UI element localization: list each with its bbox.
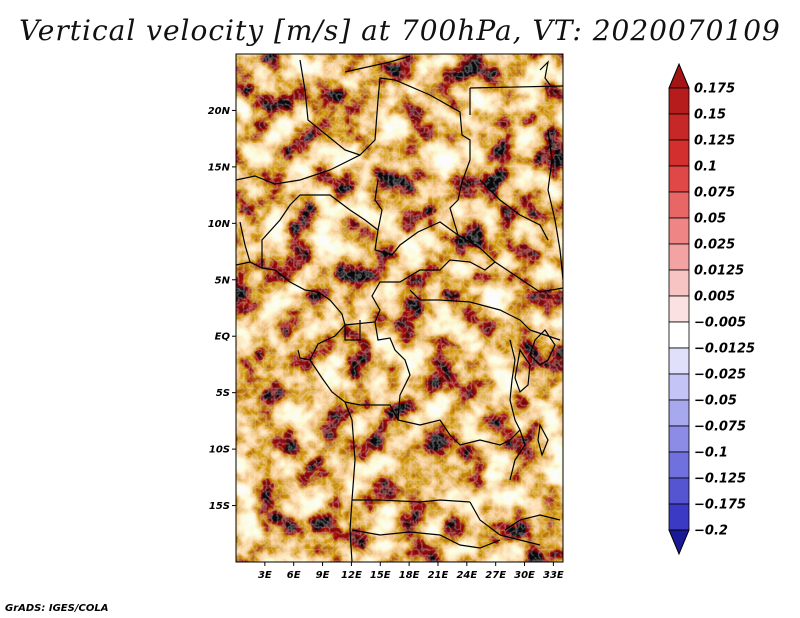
lon-tick-label: 12E (341, 570, 362, 581)
colorbar-swatch (668, 217, 690, 245)
lon-tick-label: 18E (399, 570, 420, 581)
colorbar-swatch (668, 347, 690, 375)
lat-tick-label: 15S (209, 501, 230, 512)
lon-tick-label: 6E (287, 570, 301, 581)
colorbar-label: 0.025 (694, 238, 735, 253)
colorbar-swatch (668, 243, 690, 271)
colorbar-swatch (668, 165, 690, 193)
country-borders (236, 55, 563, 562)
lat-tick-label: 5N (215, 275, 231, 286)
colorbar-swatch (668, 321, 690, 349)
latitude-axis: 20N 15N 10N 5N EQ 5S 10S 15S (208, 106, 236, 512)
lat-tick-label: 15N (208, 162, 231, 173)
colorbar-label: −0.005 (694, 316, 746, 331)
lon-tick-label: 27E (485, 570, 506, 581)
colorbar-bottom-arrow (668, 529, 690, 556)
colorbar-label: 0.075 (694, 186, 735, 201)
grads-credit: GrADS: IGES/COLA (5, 603, 109, 614)
map-frame (235, 53, 564, 563)
lon-tick-label: 33E (543, 570, 564, 581)
lon-tick-label: 24E (456, 570, 477, 581)
longitude-axis: 3E 6E 9E 12E 15E 18E 21E 24E 27E 30E 33E (258, 562, 564, 581)
colorbar-swatch (668, 373, 690, 401)
colorbar-swatch (668, 269, 690, 297)
colorbar-label: −0.075 (694, 420, 746, 435)
lon-tick-label: 9E (316, 570, 330, 581)
colorbar-swatch (668, 451, 690, 479)
colorbar-label: −0.0125 (694, 342, 755, 357)
colorbar-label: −0.1 (694, 446, 728, 461)
colorbar-label: −0.175 (694, 498, 746, 513)
velocity-field (236, 54, 563, 562)
colorbar-label: −0.025 (694, 368, 746, 383)
colorbar-swatch (668, 399, 690, 427)
colorbar-swatch (668, 113, 690, 141)
colorbar-label: 0.005 (694, 290, 735, 305)
colorbar-label: 0.1 (694, 160, 717, 175)
colorbar-swatch (668, 477, 690, 505)
colorbar-label: 0.0125 (694, 264, 744, 279)
lat-tick-label: 10S (209, 445, 230, 456)
colorbar-label: 0.175 (694, 82, 735, 97)
colorbar-swatch (668, 191, 690, 219)
lat-tick-label: 5S (216, 388, 230, 399)
colorbar-swatch (668, 87, 690, 115)
colorbar: 0.175 0.15 0.125 0.1 0.075 0.05 0.025 0.0125 0.0… (668, 62, 755, 556)
colorbar-swatch (668, 295, 690, 323)
colorbar-label: 0.15 (694, 108, 726, 123)
lat-tick-label: 10N (208, 219, 231, 230)
colorbar-label: −0.05 (694, 394, 737, 409)
lon-tick-label: 3E (258, 570, 272, 581)
lat-tick-label: EQ (215, 332, 231, 343)
colorbar-swatch (668, 503, 690, 531)
lon-tick-label: 15E (370, 570, 391, 581)
lon-tick-label: 30E (514, 570, 535, 581)
lat-tick-label: 20N (208, 106, 231, 117)
colorbar-label: −0.2 (694, 524, 728, 539)
colorbar-swatch (668, 425, 690, 453)
colorbar-top-arrow (668, 62, 690, 89)
lon-tick-label: 21E (428, 570, 449, 581)
colorbar-swatch (668, 139, 690, 167)
colorbar-label: 0.05 (694, 212, 726, 227)
map-title: Vertical velocity [m/s] at 700hPa, VT: 2… (19, 14, 781, 47)
colorbar-label: −0.125 (694, 472, 746, 487)
colorbar-label: 0.125 (694, 134, 735, 149)
